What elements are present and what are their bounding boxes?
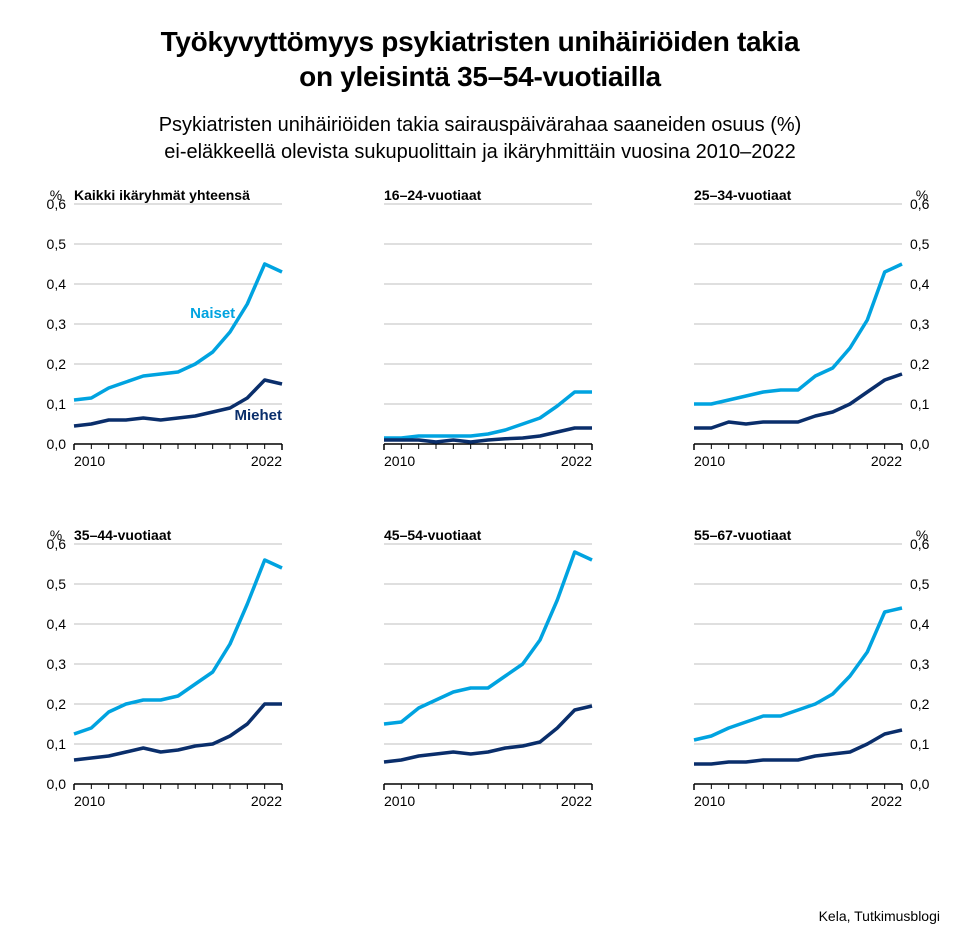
subtitle-line-1: Psykiatristen unihäiriöiden takia sairau… (159, 114, 802, 136)
series-men (384, 706, 592, 762)
series-women (384, 552, 592, 724)
y-tick-label: 0,5 (910, 236, 930, 252)
y-tick-label: 0,2 (47, 356, 67, 372)
y-tick-label: 0,3 (910, 316, 930, 332)
x-tick-label: 2022 (561, 453, 592, 469)
panel-title: 55–67-vuotiaat (694, 527, 792, 543)
x-tick-label: 2010 (74, 453, 105, 469)
panel-title: 45–54-vuotiaat (384, 527, 482, 543)
y-tick-label: 0,0 (910, 436, 930, 452)
chart-title: Työkyvyttömyys psykiatristen unihäiriöid… (16, 24, 944, 94)
panel-title: 35–44-vuotiaat (74, 527, 172, 543)
x-tick-label: 2010 (384, 453, 415, 469)
series-women (694, 264, 902, 404)
line-chart: 2010 2022 16–24-vuotiaat (340, 184, 636, 484)
x-tick-label: 2010 (74, 793, 105, 809)
series-men (694, 730, 902, 764)
x-tick-label: 2022 (871, 793, 902, 809)
y-tick-label: 0,1 (47, 396, 67, 412)
y-unit-label: % (916, 527, 928, 543)
chart-panel: 2010 2022 16–24-vuotiaat (340, 184, 636, 484)
chart-panel: 201020220,00,10,20,30,40,50,6%35–44-vuot… (30, 524, 326, 824)
title-line-1: Työkyvyttömyys psykiatristen unihäiriöid… (161, 26, 800, 57)
y-tick-label: 0,1 (910, 396, 930, 412)
y-tick-label: 0,5 (47, 576, 67, 592)
x-tick-label: 2022 (251, 453, 282, 469)
y-tick-label: 0,5 (910, 576, 930, 592)
y-tick-label: 0,3 (910, 656, 930, 672)
y-unit-label: % (916, 187, 928, 203)
y-tick-label: 0,2 (910, 356, 930, 372)
y-unit-label: % (50, 187, 62, 203)
chart-panel: 201020220,00,10,20,30,40,50,6%25–34-vuot… (650, 184, 946, 484)
y-tick-label: 0,3 (47, 656, 67, 672)
y-tick-label: 0,4 (47, 616, 67, 632)
x-tick-label: 2010 (384, 793, 415, 809)
legend-label-women: Naiset (190, 305, 235, 322)
y-tick-label: 0,5 (47, 236, 67, 252)
series-men (74, 704, 282, 760)
y-tick-label: 0,0 (47, 436, 67, 452)
x-tick-label: 2022 (251, 793, 282, 809)
x-tick-label: 2010 (694, 793, 725, 809)
x-tick-label: 2022 (871, 453, 902, 469)
series-women (74, 560, 282, 734)
line-chart: 201020220,00,10,20,30,40,50,6%Kaikki ikä… (30, 184, 326, 484)
source-credit: Kela, Tutkimusblogi (819, 908, 940, 924)
x-tick-label: 2010 (694, 453, 725, 469)
y-tick-label: 0,0 (910, 776, 930, 792)
y-tick-label: 0,0 (47, 776, 67, 792)
x-tick-label: 2022 (561, 793, 592, 809)
line-chart: 2010 2022 45–54-vuotiaat (340, 524, 636, 824)
chart-subtitle: Psykiatristen unihäiriöiden takia sairau… (16, 112, 944, 166)
y-tick-label: 0,4 (47, 276, 67, 292)
y-tick-label: 0,2 (47, 696, 67, 712)
y-tick-label: 0,4 (910, 276, 930, 292)
subtitle-line-2: ei-eläkkeellä olevista sukupuolittain ja… (164, 141, 796, 163)
y-tick-label: 0,3 (47, 316, 67, 332)
chart-panel: 201020220,00,10,20,30,40,50,6%55–67-vuot… (650, 524, 946, 824)
panel-title: 25–34-vuotiaat (694, 187, 792, 203)
y-tick-label: 0,1 (47, 736, 67, 752)
panel-title: Kaikki ikäryhmät yhteensä (74, 187, 250, 203)
panel-title: 16–24-vuotiaat (384, 187, 482, 203)
panel-grid: 201020220,00,10,20,30,40,50,6%Kaikki ikä… (16, 184, 944, 824)
line-chart: 201020220,00,10,20,30,40,50,6%25–34-vuot… (650, 184, 946, 484)
chart-panel: 201020220,00,10,20,30,40,50,6%Kaikki ikä… (30, 184, 326, 484)
series-women (694, 608, 902, 740)
y-unit-label: % (50, 527, 62, 543)
line-chart: 201020220,00,10,20,30,40,50,6%35–44-vuot… (30, 524, 326, 824)
title-line-2: on yleisintä 35–54-vuotiailla (299, 61, 661, 92)
y-tick-label: 0,2 (910, 696, 930, 712)
legend-label-men: Miehet (234, 407, 282, 424)
y-tick-label: 0,4 (910, 616, 930, 632)
chart-panel: 2010 2022 45–54-vuotiaat (340, 524, 636, 824)
y-tick-label: 0,1 (910, 736, 930, 752)
line-chart: 201020220,00,10,20,30,40,50,6%55–67-vuot… (650, 524, 946, 824)
